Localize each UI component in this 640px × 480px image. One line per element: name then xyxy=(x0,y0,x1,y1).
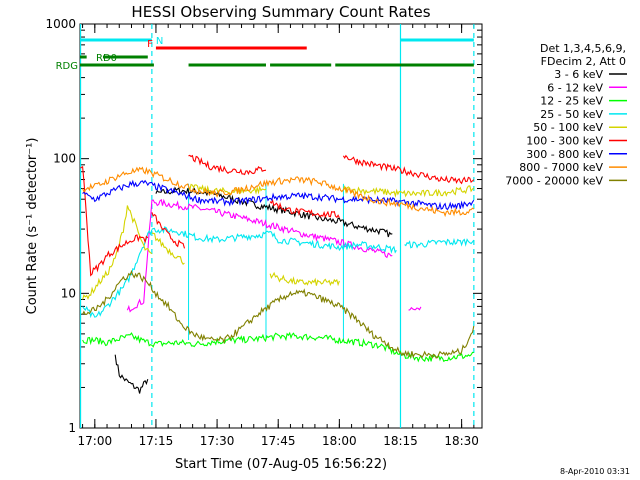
legend-header-line-1: Det 1,3,4,5,6,9, xyxy=(540,42,626,55)
y-tick-label: 1 xyxy=(68,421,76,435)
legend-label-100-300-kev: 100 - 300 keV xyxy=(526,135,603,148)
series-lines xyxy=(80,154,475,394)
series-50-100-kev xyxy=(342,185,475,198)
x-tick-label: 18:00 xyxy=(322,434,357,448)
series-800-7000-kev xyxy=(82,166,475,218)
series-100-300-kev xyxy=(342,154,475,185)
y-tick-label: 100 xyxy=(53,152,76,166)
series-25-50-kev xyxy=(82,229,153,319)
series-25-50-kev xyxy=(404,237,475,249)
legend-label-7000-20000-kev: 7000 - 20000 keV xyxy=(505,174,603,187)
legend-label-25-50-kev: 25 - 50 keV xyxy=(540,108,603,121)
y-axis-label: Count Rate (s⁻¹ detector⁻¹) xyxy=(25,138,40,315)
x-tick-label: 17:00 xyxy=(78,434,113,448)
flag-label-rdg: RDG xyxy=(56,61,78,72)
series-100-300-kev xyxy=(80,166,149,277)
legend-label-3-6-kev: 3 - 6 keV xyxy=(554,68,603,81)
series-25-50-kev xyxy=(151,226,397,254)
series-50-100-kev xyxy=(151,232,185,266)
y-tick-label: 10 xyxy=(61,286,76,300)
y-tick-label: 1000 xyxy=(45,17,76,31)
x-tick-label: 17:15 xyxy=(139,434,174,448)
legend-label-6-12-kev: 6 - 12 keV xyxy=(547,81,603,94)
legend-label-50-100-kev: 50 - 100 keV xyxy=(533,121,603,134)
flag-label-n: N xyxy=(156,36,163,47)
series-6-12-kev xyxy=(408,306,422,311)
series-300-800-kev xyxy=(82,179,475,211)
series-7000-20000-kev xyxy=(82,269,475,359)
axis-ticks xyxy=(80,23,482,429)
chart-title: HESSI Observing Summary Count Rates xyxy=(131,3,430,21)
legend-label-800-7000-kev: 800 - 7000 keV xyxy=(519,161,603,174)
series-50-100-kev xyxy=(187,183,267,196)
footer-timestamp: 8-Apr-2010 03:31 xyxy=(560,467,630,476)
series-6-12-kev xyxy=(126,198,393,313)
series-100-300-kev xyxy=(269,199,340,219)
series-12-25-kev xyxy=(82,331,474,363)
legend: Det 1,3,4,5,6,9, FDecim 2, Att 0 3 - 6 k… xyxy=(505,42,627,187)
legend-label-300-800-kev: 300 - 800 keV xyxy=(526,148,603,161)
flag-label-f: F xyxy=(147,39,153,50)
series-100-300-kev xyxy=(151,212,186,249)
flag-bars: NF RD0 RDG xyxy=(56,36,474,72)
tick-labels: 1 10 100 1000 17:00 17:15 17:30 17:45 18:00 18:15… xyxy=(45,17,478,448)
x-tick-label: 18:30 xyxy=(444,434,479,448)
series-100-300-kev xyxy=(188,154,267,176)
x-tick-label: 18:15 xyxy=(383,434,418,448)
x-axis-label: Start Time (07-Aug-05 16:56:22) xyxy=(175,457,387,472)
series-3-6-kev xyxy=(114,354,149,394)
series-50-100-kev xyxy=(269,271,340,287)
x-tick-label: 17:30 xyxy=(200,434,235,448)
legend-label-12-25-kev: 12 - 25 keV xyxy=(540,95,603,108)
legend-header-line-2: FDecim 2, Att 0 xyxy=(541,55,626,68)
flag-label-rd0: RD0 xyxy=(96,53,117,64)
x-tick-label: 17:45 xyxy=(261,434,296,448)
marker-lines xyxy=(79,24,475,428)
